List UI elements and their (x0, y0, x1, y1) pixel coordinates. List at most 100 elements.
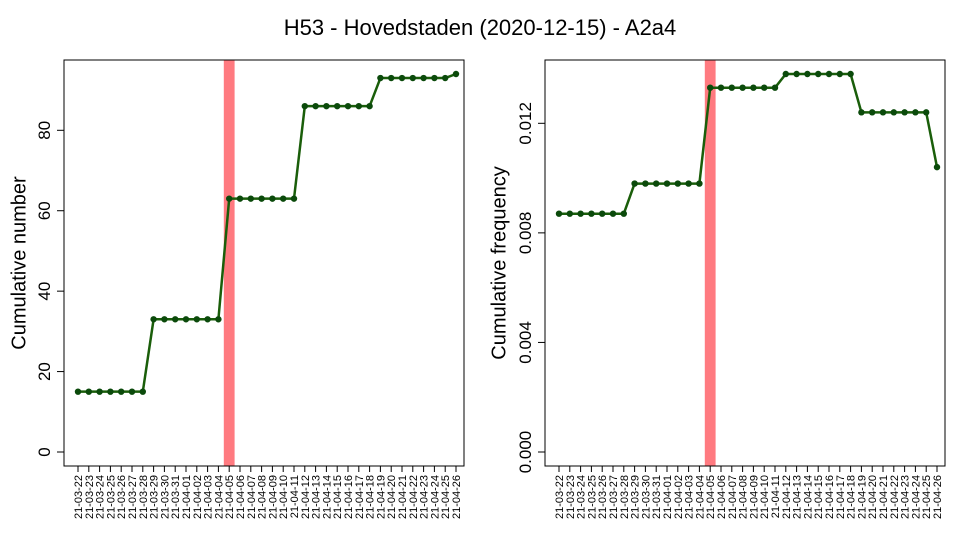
data-point (750, 84, 757, 91)
plot-frame (544, 59, 946, 467)
data-point (442, 74, 449, 82)
series-line (78, 72, 457, 393)
data-point (204, 316, 211, 323)
y-tick-label: 0.008 (516, 212, 535, 255)
x-tick-label: 21-04-14 (321, 475, 333, 519)
x-tick-label: 21-04-01 (662, 475, 674, 519)
data-point (334, 102, 341, 110)
y-axis-label: Cumulative frequency (488, 166, 510, 359)
data-point (566, 210, 573, 217)
x-tick-label: 21-04-12 (300, 475, 312, 519)
data-point (836, 70, 843, 78)
x-tick-label: 21-03-29 (149, 475, 161, 519)
data-point (312, 102, 319, 110)
x-tick-label: 21-04-05 (705, 475, 717, 519)
x-tick-label: 21-04-16 (343, 475, 355, 519)
y-tick-label: 0.012 (516, 102, 535, 145)
x-tick-label: 21-03-23 (84, 475, 96, 519)
x-tick-label: 21-03-30 (159, 475, 171, 519)
x-tick-label: 21-03-29 (630, 475, 642, 519)
x-tick-label: 21-03-28 (138, 475, 150, 519)
data-point (215, 316, 222, 323)
data-point (782, 70, 789, 78)
data-point (912, 109, 919, 116)
data-point (290, 195, 298, 202)
data-point (620, 210, 627, 217)
data-point (555, 210, 563, 217)
data-point (707, 84, 714, 91)
chart-title: H53 - Hovedstaden (2020-12-15) - A2a4 (284, 15, 677, 40)
data-point (355, 102, 362, 110)
data-point (236, 195, 244, 202)
x-tick-label: 21-04-04 (694, 475, 706, 519)
x-tick-label: 21-04-15 (813, 475, 825, 519)
x-tick-label: 21-04-02 (673, 475, 685, 519)
data-point (631, 180, 638, 187)
data-point (128, 388, 136, 395)
x-tick-label: 21-04-14 (802, 475, 814, 519)
y-axis-label: Cumulative number (8, 176, 30, 350)
data-point (258, 195, 265, 202)
x-tick-label: 21-04-21 (878, 475, 890, 519)
data-point (901, 109, 908, 116)
x-tick-label: 21-04-10 (278, 475, 290, 519)
data-point (685, 180, 692, 187)
x-tick-label: 21-04-18 (846, 475, 858, 519)
data-point (588, 210, 595, 217)
data-point (409, 74, 416, 82)
x-tick-label: 21-04-05 (224, 475, 236, 519)
x-tick-label: 21-04-01 (181, 475, 193, 519)
data-point (771, 84, 779, 91)
data-point (74, 388, 82, 395)
plot-frame (63, 59, 465, 467)
data-point (172, 316, 179, 323)
data-point (847, 70, 854, 78)
x-tick-label: 21-04-26 (932, 475, 944, 519)
x-tick-label: 21-04-20 (867, 475, 879, 519)
data-point (815, 70, 822, 78)
x-tick-label: 21-04-24 (910, 475, 922, 519)
x-tick-label: 21-04-23 (419, 475, 431, 519)
x-tick-label: 21-03-27 (127, 475, 139, 519)
highlight-band (704, 60, 716, 466)
x-tick-label: 21-04-13 (311, 475, 323, 519)
y-tick-label: 80 (35, 121, 54, 140)
data-point (642, 180, 649, 187)
x-tick-label: 21-03-31 (170, 475, 182, 519)
x-tick-label: 21-03-22 (73, 475, 85, 519)
data-point (226, 195, 233, 202)
x-tick-label: 21-04-12 (781, 475, 793, 519)
x-tick-label: 21-04-03 (203, 475, 215, 519)
x-tick-label: 21-03-25 (105, 475, 117, 519)
x-tick-label: 21-04-06 (716, 475, 728, 519)
y-tick-label: 40 (35, 282, 54, 301)
x-tick-label: 21-03-22 (554, 475, 566, 519)
data-point (431, 74, 438, 82)
data-point (161, 316, 168, 323)
data-point (247, 195, 254, 202)
x-tick-label: 21-04-21 (397, 475, 409, 519)
data-point (182, 316, 190, 323)
y-tick-label: 0.000 (516, 431, 535, 474)
data-point (858, 109, 865, 116)
y-tick-label: 0 (35, 447, 54, 456)
data-point (761, 84, 768, 91)
data-point (804, 70, 811, 78)
chart-panel-2: 0.000 0.004 0.008 0.012 Cumulative frequency… (488, 59, 946, 519)
x-tick-label: 21-04-17 (354, 475, 366, 519)
data-point (420, 74, 427, 82)
x-tick-label: 21-03-25 (586, 475, 598, 519)
x-tick-label: 21-03-28 (619, 475, 631, 519)
y-tick-label: 20 (35, 362, 54, 381)
x-tick-label: 21-04-07 (246, 475, 258, 519)
x-tick-label: 21-04-13 (792, 475, 804, 519)
data-point (869, 109, 876, 116)
highlight-band (223, 60, 235, 466)
x-tick-label: 21-03-24 (576, 475, 588, 519)
data-point (96, 388, 103, 395)
data-point (193, 316, 200, 323)
data-point (696, 180, 703, 187)
series-line (559, 72, 939, 215)
